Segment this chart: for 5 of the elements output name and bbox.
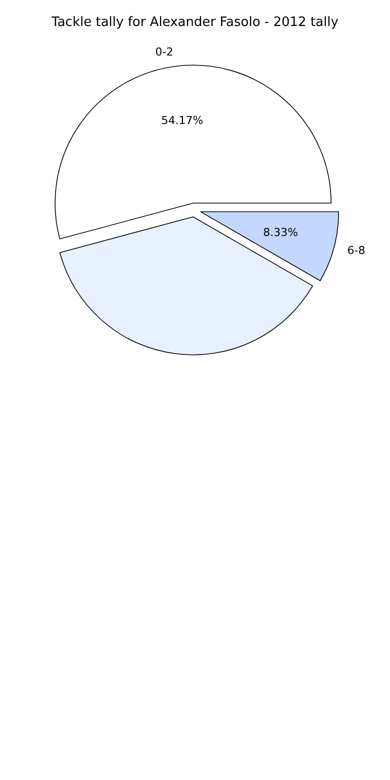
- data-label: 54.17%: [161, 114, 204, 128]
- slice-label: 6-8: [347, 244, 366, 258]
- data-label: 8.33%: [263, 226, 298, 240]
- slice-label: 0-2: [155, 46, 174, 59]
- chart-title: Tackle tally for Alexander Fasolo - 2012 tally: [50, 15, 339, 30]
